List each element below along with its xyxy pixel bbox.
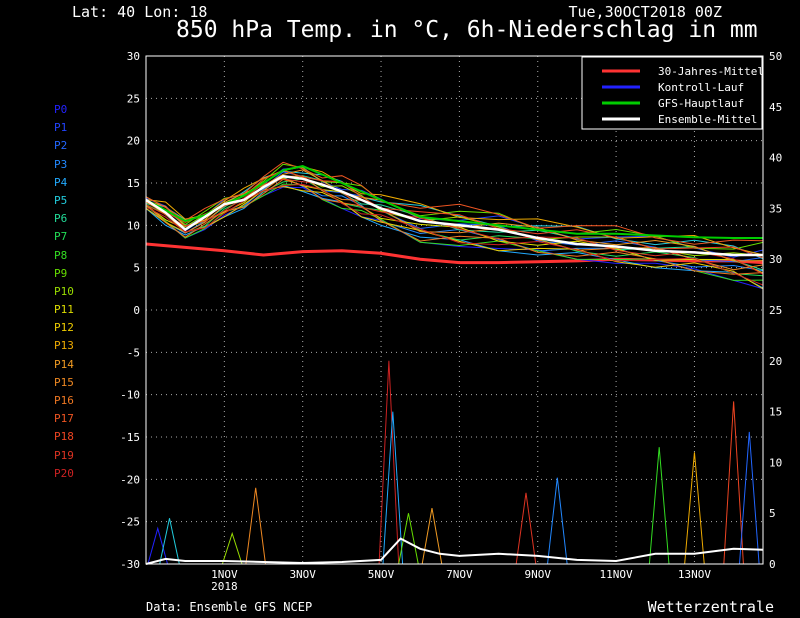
y-left-tick-label: -15 [120,431,140,444]
x-tick-label: 13NOV [678,568,711,581]
x-tick-sublabel: 2018 [211,580,238,593]
member-line-p1 [145,166,764,258]
y-right-tick-label: 45 [769,101,782,114]
legend-box [581,56,763,130]
x-tick-label: 9NOV [524,568,551,581]
y-right-tick-label: 40 [769,152,782,165]
member-label-p7: P7 [54,230,68,244]
run-date: Tue,30OCT2018 00Z [568,3,722,21]
member-label-p14: P14 [54,357,74,371]
member-label-p13: P13 [54,339,74,353]
member-label-p8: P8 [54,248,68,262]
member-label-p2: P2 [54,139,68,153]
member-label-p15: P15 [54,375,74,389]
y-right-tick-label: 30 [769,253,782,266]
precip-peak [159,518,180,565]
y-right-tick-label: 25 [769,304,782,317]
chart-axes: -30 -25 -20 -15 -10 -5 0 5 10 15 20 25 30 0 5 10 15 20 25 3… [120,50,782,593]
member-line-p16 [145,178,764,275]
y-left-tick-label: -5 [127,346,140,359]
member-label-p19: P19 [54,448,74,462]
y-left-tick-label: 15 [127,177,140,190]
y-right-tick-label: 15 [769,406,782,419]
legend-label: 30-Jahres-Mittel [658,65,764,78]
legend-label: Ensemble-Mittel [658,113,757,126]
precip-ensemble-mean-line [145,537,764,565]
x-tick-label: 7NOV [446,568,473,581]
member-label-p18: P18 [54,430,74,444]
precip-peak [684,452,705,565]
brand-label: Wetterzentrale [647,598,774,616]
y-right-tick-label: 50 [769,50,782,63]
y-left-tick-label: -10 [120,389,140,402]
member-label-p4: P4 [54,175,68,189]
x-tick-label: 3NOV [289,568,316,581]
y-left-tick-label: -20 [120,473,140,486]
precip-peak [382,411,404,565]
y-left-tick-label: 10 [127,219,140,232]
climate-mean-series [145,242,764,265]
ensemble-mean-line [145,174,763,257]
climate-mean-line [145,242,764,265]
member-label-p0: P0 [54,103,68,116]
precip-peak [421,508,443,565]
precip-peak [147,526,169,565]
y-left-tick-label: 30 [127,50,140,63]
member-label-p11: P11 [54,303,74,317]
member-line-p6 [145,175,764,271]
precip-peak [547,477,568,565]
chart-grid [146,56,763,564]
member-label-p20: P20 [54,466,74,480]
x-tick-label: 11NOV [600,568,633,581]
chart-title: 850 hPa Temp. in °C, 6h-Niederschlag in … [176,17,758,43]
x-tick-label: 5NOV [368,568,395,581]
member-label-p5: P5 [54,193,68,207]
y-left-tick-label: -30 [120,558,140,571]
y-left-tick-label: 25 [127,92,140,105]
location-coordinates: Lat: 40 Lon: 18 [72,3,208,21]
y-right-tick-label: 5 [769,507,776,520]
plot-area [146,56,763,564]
x-tick-label: 1NOV [211,568,238,581]
plot-frame [145,55,764,565]
precipitation-lines [145,360,764,565]
y-left-tick-label: -25 [120,516,140,529]
y-right-tick-label: 35 [769,202,782,215]
y-right-tick-label: 20 [769,355,782,368]
y-left-tick-label: 20 [127,135,140,148]
y-right-tick-label: 0 [769,558,776,571]
precip-peak [378,360,400,565]
precip-peak [221,531,243,565]
legend-label: GFS-Hauptlauf [658,97,744,110]
member-label-p12: P12 [54,321,74,335]
precip-peak [723,401,744,565]
y-left-tick-label: 0 [133,304,140,317]
member-label-p1: P1 [54,121,68,135]
member-label-p16: P16 [54,394,74,407]
member-label-p6: P6 [54,212,68,226]
member-label-p9: P9 [54,266,68,280]
member-line-p17 [145,161,764,245]
y-right-tick-label: 10 [769,456,782,469]
member-line-p19 [145,178,764,275]
member-line-p20 [145,183,764,286]
member-label-p10: P10 [54,284,74,298]
member-list: P0 P1 P2 P3 P4 P5 P6 P7 P8 P9 P10 P11 P12 P13 P14 P15 P1… [54,101,74,483]
member-label-p17: P17 [54,412,74,426]
data-source: Data: Ensemble GFS NCEP [146,600,313,614]
member-label-p3: P3 [54,157,68,171]
precip-peak [515,492,537,565]
precip-peak [648,447,670,565]
main-series [145,165,763,257]
precip-peak [245,487,266,565]
chart-legend: 30-Jahres-Mittel Kontroll-Lauf GFS-Hauptla… [581,56,764,130]
member-line-p8 [145,183,764,281]
member-line-p13 [145,166,764,256]
y-left-tick-label: 5 [133,262,140,275]
member-line-p12 [145,185,764,290]
legend-label: Kontroll-Lauf [658,81,744,94]
precip-peak [738,431,760,565]
